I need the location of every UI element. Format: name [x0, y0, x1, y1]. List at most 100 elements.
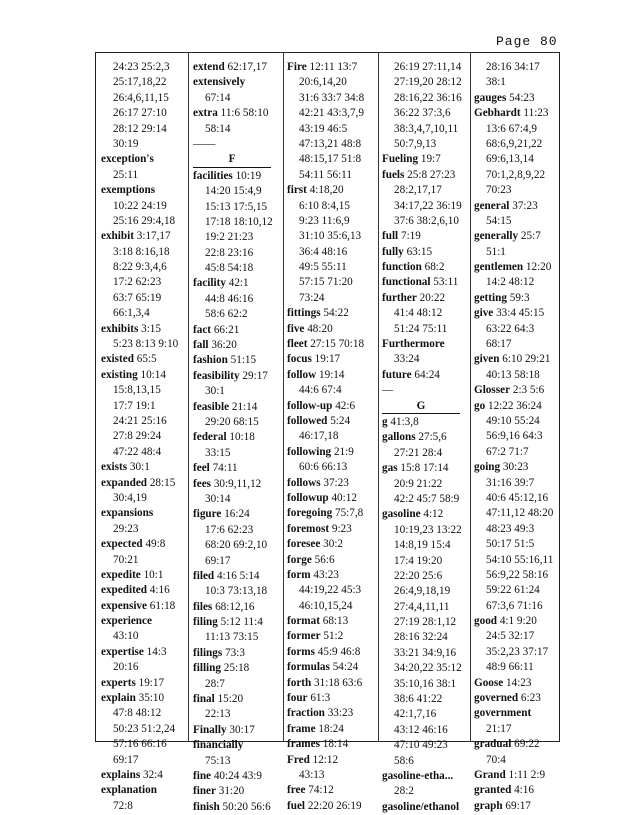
page-line-refs-continued: 51:24 75:11 [394, 322, 448, 335]
index-entry: granted 4:16 [474, 783, 566, 798]
index-term: first [287, 184, 307, 197]
page-line-refs-continued: 56:9,22 58:16 [486, 568, 549, 581]
index-term: five [287, 322, 305, 335]
page-line-refs-continued: 28:2 [394, 785, 414, 798]
page-line-refs-continued: 56:9,16 64:3 [486, 430, 543, 443]
index-column-4: 26:19 27:11,14 27:19,20 28:12 28:16,22 36:… [382, 60, 474, 815]
page-line-refs-continued: 17:2 62:23 [113, 276, 162, 289]
index-entry: function 68:2 [382, 260, 474, 275]
page-line-refs-continued: 44:19,22 45:3 [299, 584, 362, 597]
page-line-refs-continued: 38:6 41:22 [394, 693, 443, 706]
page-line-refs: 18:14 [322, 738, 349, 751]
page-line-refs-continued: 54:15 [486, 214, 512, 227]
index-term: finish [193, 800, 220, 813]
page-line-refs-continued: 27:19,20 28:12 [394, 76, 462, 89]
page-line-refs: 73:3 [225, 646, 245, 659]
index-entry: figure 16:24 [193, 507, 285, 522]
section-rule: —— [193, 137, 216, 150]
page-line-refs: 75:7,8 [334, 507, 364, 520]
page-line-refs-continued: 17:18 18:10,12 [205, 215, 273, 228]
page-line-refs-continued: 68:6,9,21,22 [486, 137, 543, 150]
index-term: exception's [101, 153, 154, 166]
page-line-refs-continued: 15:8,13,15 [113, 384, 161, 397]
index-term: gallons [382, 431, 416, 444]
index-entry: exhibits 3:15 [101, 322, 193, 337]
page-line-refs-continued: 57:15 71:20 [299, 276, 353, 289]
page-line-refs-continued: 63:7 65:19 [113, 291, 162, 304]
index-term: following [287, 445, 332, 458]
page-line-refs: 25:7 [520, 230, 541, 243]
page-line-refs-continued: 28:7 [205, 677, 225, 690]
index-entry: Goose 14:23 [474, 676, 566, 691]
page-line-refs-continued: 33:24 [394, 353, 420, 366]
index-column-3: Fire 12:11 13:7 20:6,14,20 31:6 33:7 34:8 4… [287, 60, 379, 814]
page-line-refs: 11:23 [523, 107, 549, 120]
index-entry: future 64:24 [382, 368, 474, 383]
index-entry: Finally 30:17 [193, 723, 285, 738]
page-line-refs-continued: 47:10 49:23 [394, 739, 448, 752]
index-term: fact [193, 323, 212, 336]
page-line-refs: 37:23 [512, 199, 538, 212]
page-number: Page 80 [496, 34, 558, 49]
page-line-refs: 45:9 46:8 [317, 645, 361, 658]
page-line-refs: 6:23 [520, 692, 541, 705]
index-entry: good 4:1 9:20 [474, 614, 566, 629]
page-line-refs-continued: 48:9 66:11 [486, 661, 534, 674]
index-term: gentlemen [474, 261, 524, 274]
index-term: explains [101, 768, 141, 781]
index-entry: filling 25:18 [193, 661, 285, 676]
index-term: exists [101, 461, 128, 474]
index-entry: feasibility 29:17 [193, 369, 285, 384]
index-column-5: 28:16 34:17 38:1 gauges 54:23 Gebhardt 11:2… [474, 60, 566, 814]
page-line-refs-continued: 70:23 [486, 184, 512, 197]
index-entry: fittings 54:22 [287, 306, 379, 321]
page-line-refs-continued: 29:20 68:15 [205, 415, 259, 428]
index-term: g [382, 415, 388, 428]
index-term: Fire [287, 61, 307, 73]
index-term: forth [287, 676, 312, 689]
index-term: functional [382, 276, 431, 289]
index-term: fraction [287, 707, 325, 720]
index-entry: expensive 61:18 [101, 599, 193, 614]
page-line-refs: 14:23 [506, 676, 532, 689]
index-entry: gradual 69:22 [474, 737, 566, 752]
index-term: fall [193, 339, 209, 352]
index-entry: Fueling 19:7 [382, 152, 474, 167]
index-term: final [193, 693, 215, 706]
page-line-refs-continued: 28:16 32:24 [394, 631, 448, 644]
index-entry: financially [193, 738, 285, 753]
page-line-refs: 12:12 [312, 753, 339, 766]
page-line-refs-continued: 8:22 9:3,4,6 [113, 261, 167, 274]
index-entry: feasible 21:14 [193, 400, 285, 415]
index-term: format [287, 615, 320, 628]
page-line-refs: 19:7 [420, 153, 441, 166]
page-line-refs: 15:20 [217, 693, 244, 706]
page-line-refs-continued: 24:5 32:17 [486, 630, 535, 643]
index-entry: focus 19:17 [287, 352, 379, 367]
page-line-refs: 50:20 56:6 [222, 800, 271, 813]
index-term: fashion [193, 354, 228, 367]
index-term: expensive [101, 599, 147, 612]
index-term: governed [474, 692, 519, 705]
index-term: expertise [101, 645, 144, 658]
index-entry: exhibit 3:17,17 [101, 229, 193, 244]
index-term: focus [287, 353, 312, 366]
page-line-refs-continued: 28:12 29:14 [113, 122, 167, 135]
page-line-refs-continued: 46:17,18 [299, 430, 339, 443]
page-line-refs-continued: 3:18 8:16,18 [113, 245, 170, 258]
page-line-refs-continued: 6:10 8:4,15 [299, 199, 350, 212]
page-line-refs: 19:14 [319, 368, 345, 381]
index-term: graph [474, 799, 503, 812]
page-line-refs-continued: 44:6 67:4 [299, 384, 342, 397]
page-line-refs-continued: 44:8 46:16 [205, 292, 254, 305]
index-term: financially [193, 739, 244, 752]
page-line-refs: 5:12 11:4 [220, 616, 263, 629]
index-term: gauges [474, 91, 507, 104]
page-line-refs: 27:5,6 [418, 431, 447, 444]
index-term: figure [193, 508, 222, 521]
page-line-refs-continued: 60:6 66:13 [299, 461, 348, 474]
page-line-refs: 31:18 63:6 [314, 676, 363, 689]
page-line-refs: 42:6 [335, 399, 356, 412]
page-line-refs-continued: 50:23 51:2,24 [113, 722, 176, 735]
page-line-refs-continued: 24:23 25:2,3 [113, 61, 170, 73]
